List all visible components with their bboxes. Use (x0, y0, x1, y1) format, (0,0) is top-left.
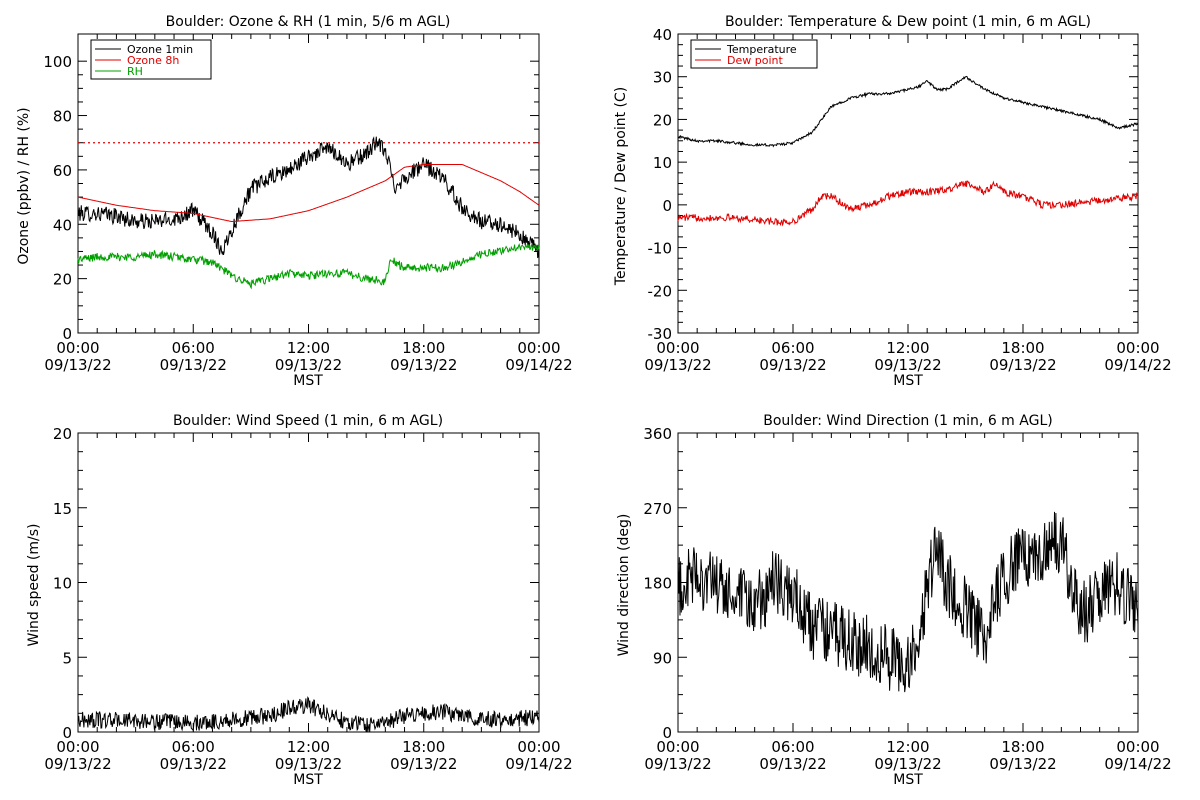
x-tick-label-date: 09/14/22 (1104, 755, 1171, 773)
y-tick-label: -20 (648, 282, 673, 300)
x-tick-label-time: 06:00 (172, 339, 215, 357)
y-tick-label: 80 (53, 108, 72, 126)
y-axis-label: Wind speed (m/s) (26, 524, 42, 647)
x-tick-label-time: 00:00 (1116, 738, 1159, 756)
wind-direction-panel: Boulder: Wind Direction (1 min, 6 m AGL)… (616, 413, 1172, 788)
chart-title: Boulder: Wind Direction (1 min, 6 m AGL) (763, 413, 1052, 429)
x-tick-label-date: 09/14/22 (505, 755, 572, 773)
x-tick-label-time: 00:00 (656, 339, 699, 357)
x-tick-label-date: 09/13/22 (989, 356, 1056, 374)
ozone-rh-panel: Boulder: Ozone & RH (1 min, 5/6 m AGL) O… (16, 14, 573, 389)
y-axis-label: Wind direction (deg) (616, 514, 632, 657)
y-tick-label: 20 (53, 425, 72, 443)
x-tick-label-time: 00:00 (1116, 339, 1159, 357)
x-tick-label-date: 09/13/22 (160, 356, 227, 374)
y-tick-label: 60 (53, 162, 72, 180)
y-tick-label: -10 (648, 240, 673, 258)
y-tick-label: 10 (53, 575, 72, 593)
x-tick-label-date: 09/13/22 (759, 356, 826, 374)
y-tick-label: 270 (643, 500, 672, 518)
x-tick-label-date: 09/14/22 (505, 356, 572, 374)
x-tick-label-time: 00:00 (517, 339, 560, 357)
y-tick-label: 10 (653, 154, 672, 172)
x-tick-label-time: 18:00 (1001, 339, 1044, 357)
chart-title: Boulder: Wind Speed (1 min, 6 m AGL) (173, 413, 443, 429)
wind-speed-panel: Boulder: Wind Speed (1 min, 6 m AGL) Win… (26, 413, 573, 788)
x-tick-label-time: 00:00 (656, 738, 699, 756)
y-tick-label: 15 (53, 500, 72, 518)
x-axis-label: MST (893, 373, 923, 389)
y-tick-label: 20 (53, 271, 72, 289)
x-tick-label-time: 06:00 (771, 738, 814, 756)
legend-label: Ozone 1min (127, 43, 193, 56)
chart-title: Boulder: Temperature & Dew point (1 min,… (725, 14, 1091, 30)
chart-title: Boulder: Ozone & RH (1 min, 5/6 m AGL) (166, 14, 451, 30)
x-tick-label-date: 09/13/22 (44, 356, 111, 374)
series-line-temperature (677, 75, 1139, 148)
x-axis-label: MST (293, 772, 323, 788)
x-tick-label-time: 00:00 (56, 738, 99, 756)
y-tick-label: 40 (653, 26, 672, 44)
y-tick-label: 20 (653, 111, 672, 129)
y-axis-label: Temperature / Dew point (C) (613, 87, 629, 286)
x-tick-label-time: 12:00 (287, 738, 330, 756)
x-tick-label-date: 09/13/22 (989, 755, 1056, 773)
y-axis-label: Ozone (ppbv) / RH (%) (16, 107, 32, 264)
x-tick-label-time: 06:00 (172, 738, 215, 756)
x-tick-label-time: 12:00 (886, 738, 929, 756)
y-tick-label: 5 (62, 649, 72, 667)
x-tick-label-time: 00:00 (56, 339, 99, 357)
y-tick-label: 40 (53, 216, 72, 234)
x-tick-label-date: 09/13/22 (275, 755, 342, 773)
y-tick-label: 30 (653, 69, 672, 87)
y-tick-label: 0 (662, 197, 672, 215)
series-line-ozone-1min (77, 136, 540, 259)
series-line-series (77, 696, 540, 733)
y-tick-label: 90 (653, 649, 672, 667)
x-tick-label-time: 06:00 (771, 339, 814, 357)
x-tick-label-time: 12:00 (287, 339, 330, 357)
x-tick-label-date: 09/13/22 (644, 755, 711, 773)
y-tick-label: 360 (643, 425, 672, 443)
x-tick-label-date: 09/13/22 (874, 755, 941, 773)
x-tick-label-date: 09/13/22 (275, 356, 342, 374)
x-tick-label-time: 12:00 (886, 339, 929, 357)
x-tick-label-time: 18:00 (402, 339, 445, 357)
legend-label: RH (127, 65, 143, 78)
y-tick-label: -30 (648, 325, 673, 343)
series-line-series (677, 511, 1139, 693)
y-tick-label: 0 (662, 724, 672, 742)
x-axis-label: MST (293, 373, 323, 389)
legend (690, 39, 818, 69)
temperature-dewpoint-panel: Boulder: Temperature & Dew point (1 min,… (613, 14, 1172, 389)
x-tick-label-time: 18:00 (1001, 738, 1044, 756)
y-tick-label: 0 (62, 325, 72, 343)
x-tick-label-date: 09/13/22 (390, 356, 457, 374)
legend-label: Temperature (726, 43, 797, 56)
x-axis-label: MST (893, 772, 923, 788)
x-tick-label-date: 09/13/22 (44, 755, 111, 773)
y-tick-label: 100 (43, 53, 72, 71)
x-tick-label-date: 09/13/22 (160, 755, 227, 773)
x-tick-label-time: 18:00 (402, 738, 445, 756)
x-tick-label-date: 09/13/22 (390, 755, 457, 773)
x-tick-label-date: 09/13/22 (644, 356, 711, 374)
x-tick-label-date: 09/13/22 (874, 356, 941, 374)
x-tick-label-date: 09/13/22 (759, 755, 826, 773)
y-tick-label: 180 (643, 575, 672, 593)
series-line-rh (77, 243, 540, 290)
y-tick-label: 0 (62, 724, 72, 742)
x-tick-label-time: 00:00 (517, 738, 560, 756)
legend-label: Ozone 8h (127, 54, 179, 67)
series-line-ozone-8h (77, 164, 540, 222)
x-tick-label-date: 09/14/22 (1104, 356, 1171, 374)
legend-label: Dew point (727, 54, 783, 67)
series-line-dew-point (677, 180, 1139, 227)
